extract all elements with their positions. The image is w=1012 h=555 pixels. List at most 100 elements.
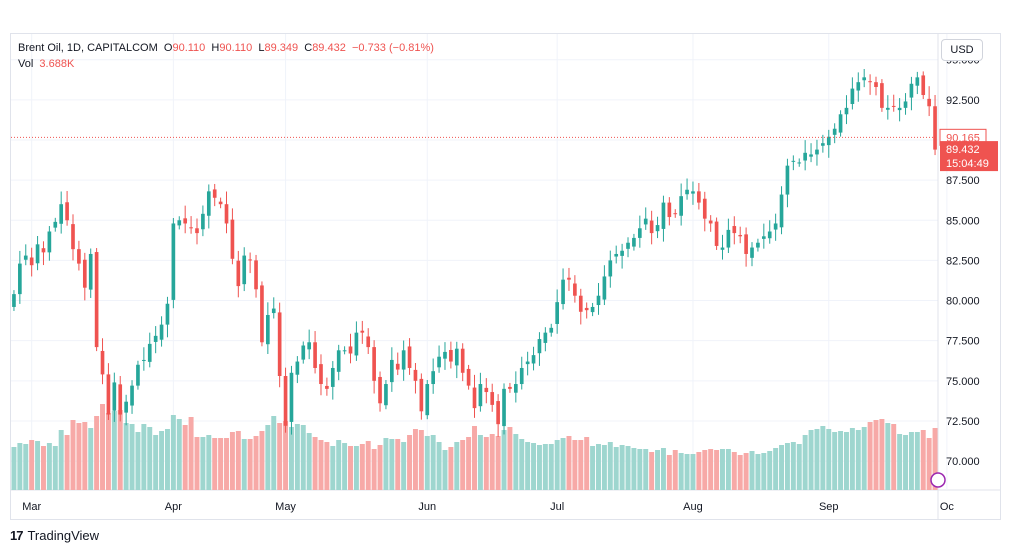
candle-body — [578, 295, 583, 312]
volume-bar — [649, 452, 655, 490]
volume-bar — [318, 440, 324, 490]
volume-bar — [536, 445, 542, 490]
close-label: C — [304, 42, 313, 54]
candle-body — [732, 226, 737, 234]
volume-bar — [348, 446, 353, 490]
volume-bar — [448, 447, 454, 490]
candle-body — [419, 378, 424, 412]
volume-bar — [891, 424, 897, 490]
candle-body — [868, 81, 872, 83]
volume-bar — [666, 455, 672, 490]
candle-body — [136, 364, 140, 386]
candle-body — [384, 384, 388, 406]
candle-body — [366, 336, 371, 348]
candle-body — [643, 218, 648, 225]
volume-bar — [206, 435, 212, 490]
candle-body — [153, 335, 158, 342]
y-tick-label: 87.500 — [946, 175, 980, 187]
volume-value: 3.688K — [39, 58, 75, 70]
volume-bar — [519, 439, 525, 490]
volume-bar — [40, 446, 46, 490]
volume-bar — [82, 422, 88, 490]
currency-button[interactable]: USD — [941, 39, 983, 61]
volume-bar — [224, 438, 229, 490]
volume-bar — [389, 439, 395, 490]
close-value: 89.432 — [312, 42, 346, 54]
candle-body — [248, 259, 252, 261]
candle-body — [620, 250, 624, 256]
volume-bar — [844, 432, 849, 490]
volume-bar — [330, 446, 336, 490]
volume-bar — [507, 427, 513, 490]
candle-body — [12, 294, 16, 307]
open-value: 90.110 — [172, 42, 206, 54]
volume-bar — [755, 454, 761, 490]
volume-bar — [477, 435, 483, 490]
candle-body — [821, 143, 825, 146]
candle-body — [407, 346, 412, 368]
candle-body — [360, 330, 365, 333]
candle-body — [738, 235, 743, 237]
candle-body — [177, 220, 182, 226]
tradingview-brand[interactable]: 17 TradingView — [10, 528, 99, 543]
volume-bar — [879, 419, 885, 490]
candle-body — [478, 384, 483, 407]
volume-bar — [365, 441, 371, 490]
symbol-label[interactable]: Brent Oil, 1D, CAPITALCOM — [18, 42, 158, 54]
candle-body — [289, 372, 294, 422]
volume-bar — [767, 451, 773, 490]
volume-bar — [920, 430, 926, 490]
candle-body — [295, 361, 300, 375]
volume-label[interactable]: Vol — [18, 58, 34, 70]
volume-bar — [35, 441, 41, 490]
candle-body — [100, 350, 105, 375]
candle-body — [47, 231, 52, 253]
volume-bar — [147, 427, 153, 490]
candle-body — [761, 236, 766, 239]
y-tick-label: 77.500 — [946, 336, 980, 348]
volume-bar — [371, 449, 377, 490]
candle-body — [212, 189, 217, 198]
volume-bar — [430, 435, 436, 490]
candle-body — [230, 219, 235, 259]
volume-bar — [784, 443, 790, 490]
volume-bar — [377, 445, 383, 490]
volume-bar — [743, 453, 749, 490]
volume-bar — [265, 425, 271, 490]
volume-bar — [259, 431, 265, 490]
volume-bar — [200, 437, 206, 490]
candle-body — [425, 384, 430, 416]
candle-body — [903, 101, 908, 108]
candle-body — [354, 332, 359, 356]
candle-body — [744, 234, 748, 254]
candle-body — [850, 88, 855, 105]
candle-body — [797, 162, 802, 164]
candle-body — [401, 350, 406, 370]
candle-body — [862, 77, 867, 81]
volume-bar — [235, 431, 241, 490]
volume-bar — [625, 446, 631, 490]
volume-bar — [560, 438, 566, 490]
volume-bar — [885, 423, 891, 490]
volume-bar — [212, 438, 218, 490]
candle-body — [803, 152, 807, 161]
candle-body — [537, 339, 542, 354]
volume-bar — [820, 426, 826, 490]
volume-bar — [796, 444, 802, 490]
candle-body — [206, 191, 211, 216]
candle-body — [838, 114, 843, 133]
candle-body — [466, 368, 471, 386]
high-value: 90.110 — [219, 42, 253, 54]
candle-body — [71, 224, 75, 250]
candle-body — [632, 237, 636, 247]
volume-bar — [914, 432, 920, 490]
volume-bar — [725, 449, 731, 490]
candle-body — [472, 387, 477, 409]
y-tick-label: 70.000 — [946, 456, 980, 468]
candle-body — [590, 306, 595, 313]
candle-body — [573, 283, 577, 296]
y-tick-label: 75.000 — [946, 376, 980, 388]
volume-bar — [708, 449, 714, 490]
volume-bar — [643, 449, 649, 490]
